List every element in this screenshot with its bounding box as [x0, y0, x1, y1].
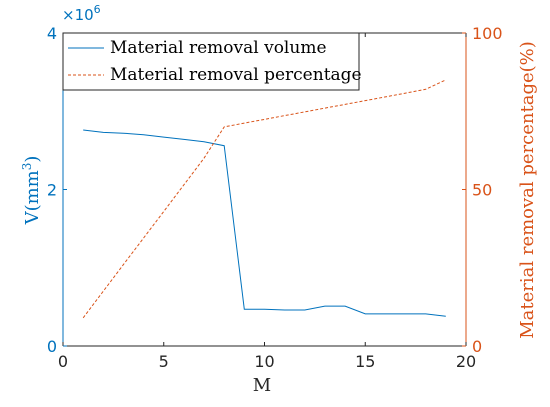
- left-axis-label-main: V(mm: [22, 170, 43, 225]
- right-axis-label: Material removal percentage(%): [517, 41, 538, 339]
- legend-label-volume: Material removal volume: [110, 38, 327, 58]
- x-tick-label: 10: [254, 352, 274, 371]
- x-axis-label: M: [253, 375, 271, 396]
- x-tick-label: 15: [355, 352, 375, 371]
- left-tick-label: 0: [47, 337, 57, 356]
- right-tick-label: 0: [472, 337, 482, 356]
- left-axis-label-close: ): [22, 156, 43, 163]
- x-tick-label: 20: [456, 352, 476, 371]
- left-tick-label: 4: [47, 24, 57, 43]
- series-line-volume: [83, 129, 446, 317]
- x-tick-label: 5: [159, 352, 169, 371]
- right-tick-label: 50: [472, 181, 492, 200]
- right-tick-label: 100: [472, 24, 503, 43]
- legend: Material removal volume Material removal…: [62, 32, 362, 91]
- left-axis-label: V(mm3): [20, 156, 43, 226]
- left-tick-label: 2: [47, 181, 57, 200]
- legend-label-percentage: Material removal percentage: [110, 65, 362, 85]
- x-tick-label: 0: [58, 352, 68, 371]
- left-axis-label-sup: 3: [20, 163, 34, 171]
- multiplier-exp: 6: [94, 3, 101, 16]
- series-layer: [82, 79, 447, 319]
- multiplier-base: ×10: [62, 6, 94, 24]
- left-axis-multiplier: ×106: [62, 3, 101, 24]
- series-line-percentage: [82, 79, 447, 319]
- legend-box: [62, 32, 360, 91]
